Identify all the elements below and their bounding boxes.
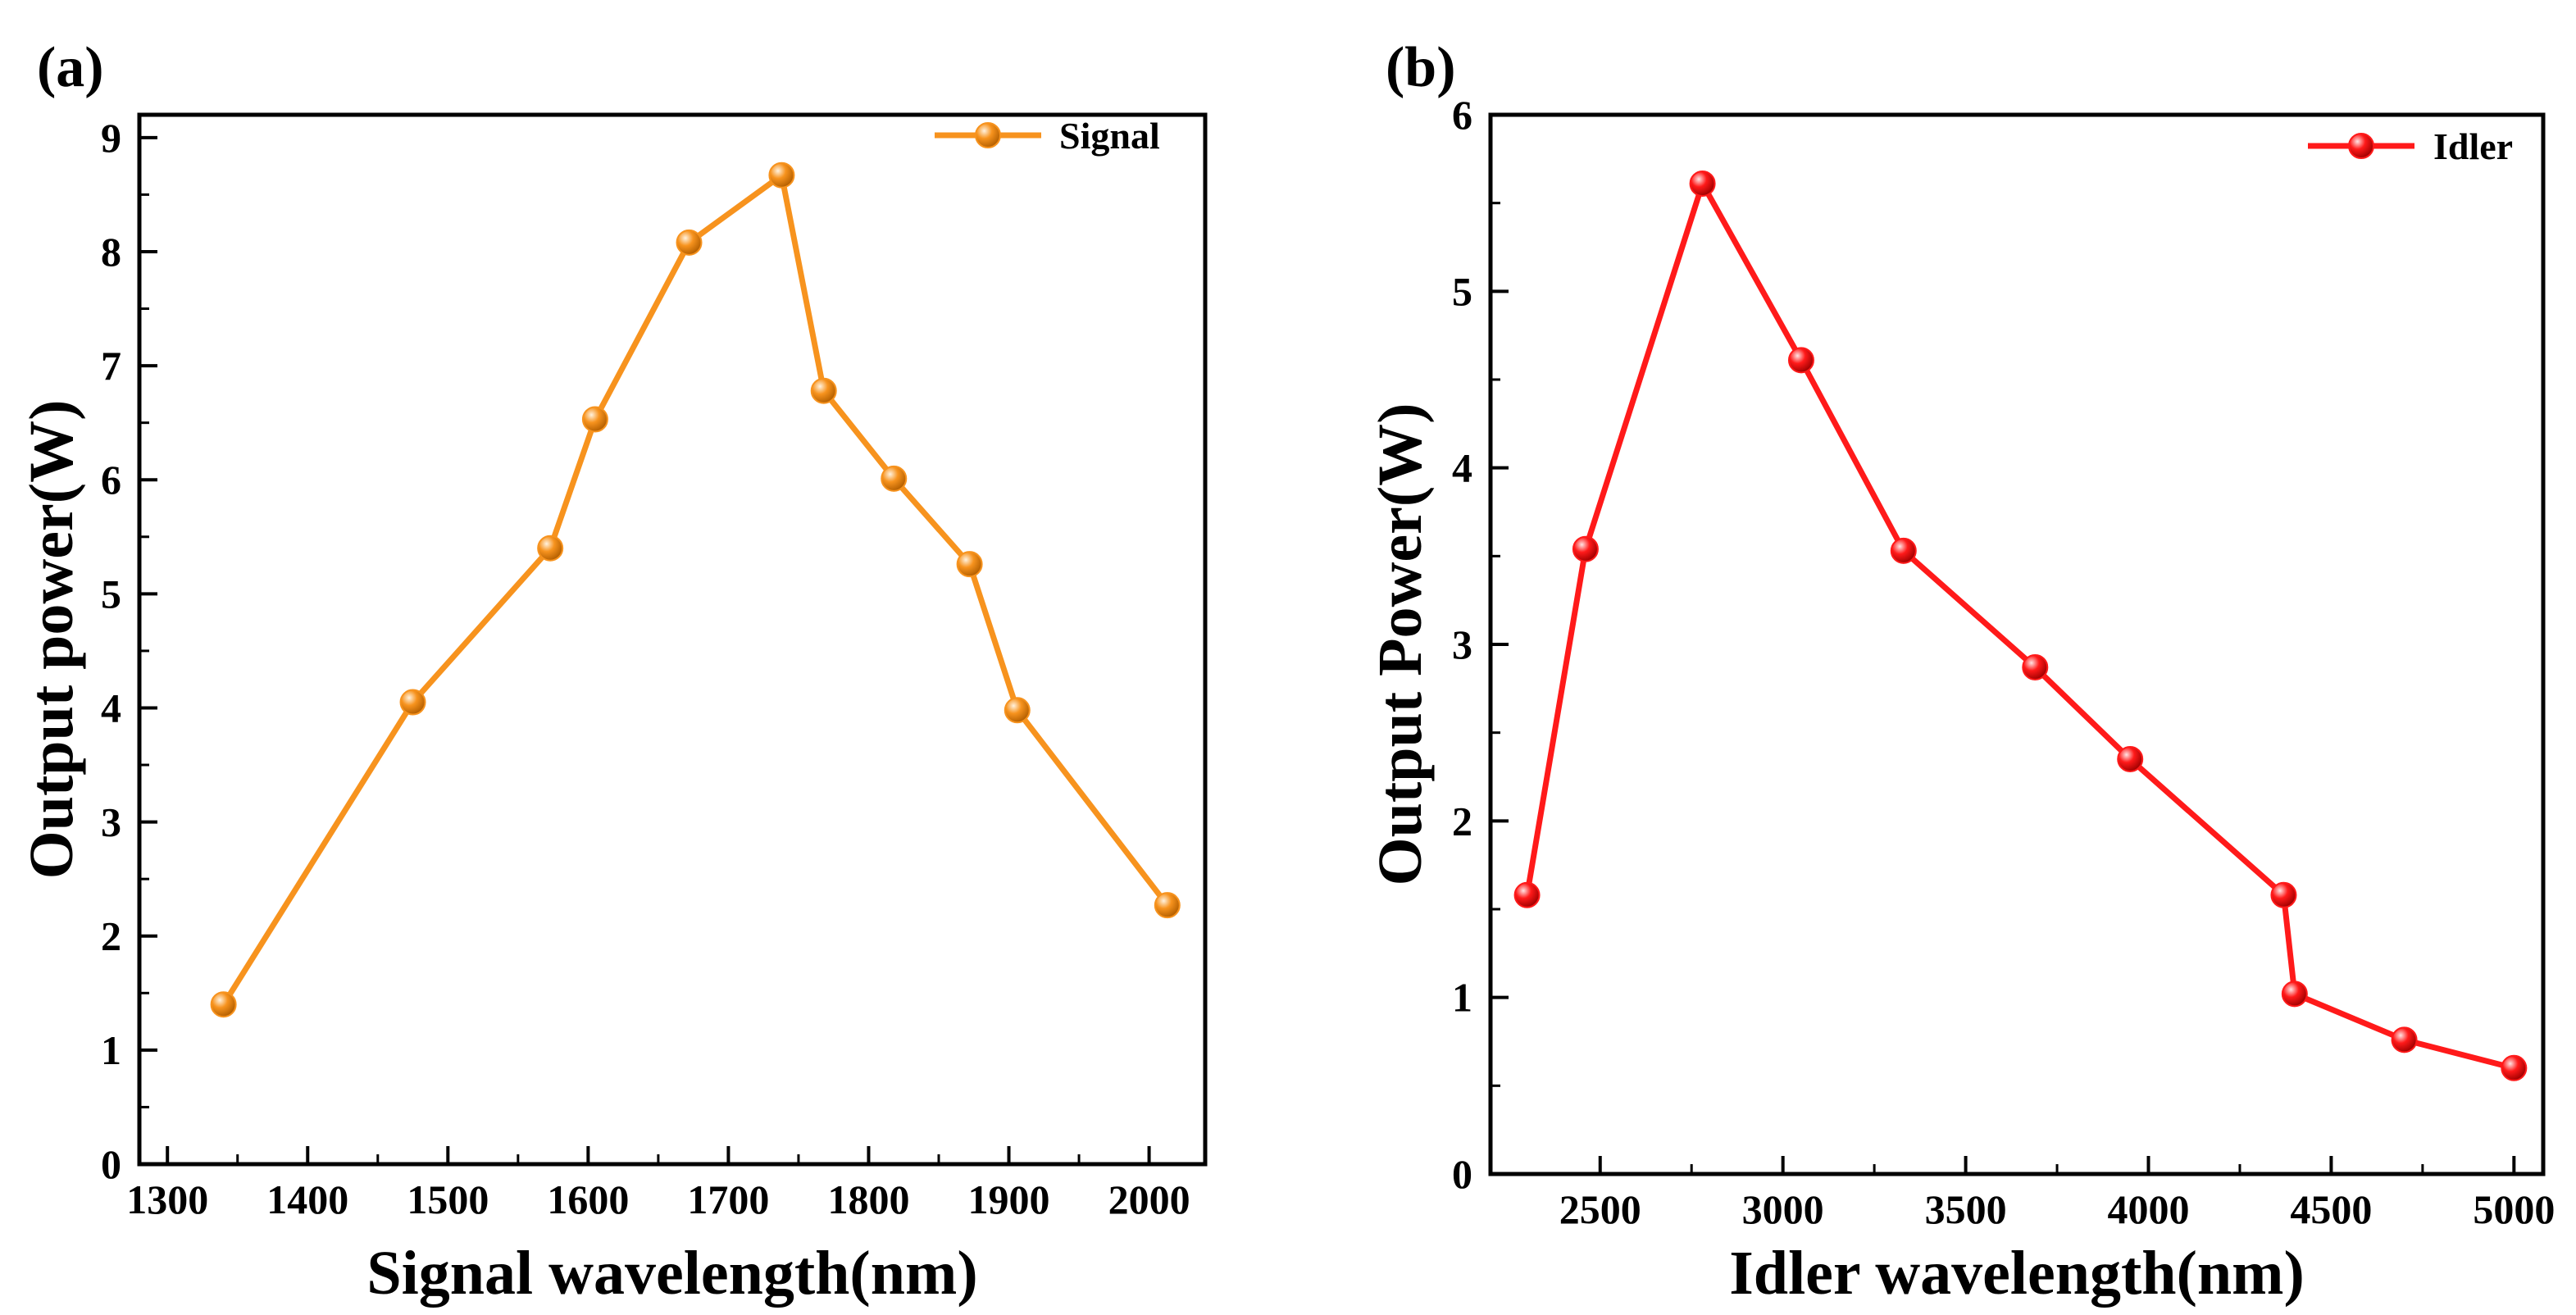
panel-label-signal: (a): [37, 36, 104, 99]
data-point-idler: [1787, 347, 1814, 374]
data-point-idler: [1890, 537, 1917, 564]
data-point-idler: [2281, 981, 2308, 1008]
x-tick-label: 1400: [266, 1176, 348, 1222]
y-tick-label: 0: [1452, 1151, 1472, 1197]
data-point-idler: [2117, 745, 2144, 772]
y-tick-label: 4: [1452, 445, 1472, 491]
y-tick-label: 0: [101, 1141, 121, 1187]
chart-signal: (a) 1300 1400 1500 1600 1700 1800 1900 2000 0 1 2 3 4…: [17, 36, 1208, 1308]
chart-idler: (b) 2500 3000 3500 4000 4500 5000 0 1 2 3 4 5 6 Idler …: [1366, 36, 2555, 1308]
plot-frame-signal: [137, 112, 1208, 1167]
y-tick-label: 6: [101, 457, 121, 503]
data-point-idler: [1689, 170, 1716, 197]
data-point-signal: [810, 377, 837, 404]
data-point-signal: [768, 162, 795, 189]
data-point-idler: [1513, 881, 1541, 908]
series-line-idler: [1524, 180, 2517, 1072]
data-point-signal: [1154, 892, 1181, 919]
legend-idler: Idler: [2308, 125, 2513, 167]
x-tick-label: 3500: [1925, 1186, 2007, 1232]
x-tick-label: 2000: [1108, 1176, 1190, 1222]
x-tick-label: 1300: [126, 1176, 208, 1222]
x-tick-label: 1800: [827, 1176, 909, 1222]
x-tick-label: 4000: [2108, 1186, 2190, 1232]
x-axis-title-idler: Idler wavelength(nm): [1729, 1239, 2305, 1308]
x-tick-label: 4500: [2290, 1186, 2372, 1232]
y-tick-label: 2: [1452, 798, 1472, 844]
y-tick-label: 5: [1452, 268, 1472, 314]
data-point-idler: [2391, 1026, 2418, 1053]
data-point-idler: [2022, 653, 2049, 680]
plot-frame-idler: [1488, 112, 2546, 1176]
data-point-signal: [399, 689, 426, 716]
y-axis-title-idler: Output Power(W): [1366, 403, 1435, 886]
data-point-signal: [210, 991, 237, 1018]
y-tick-label: 9: [101, 115, 121, 161]
x-tick-label: 2500: [1559, 1186, 1641, 1232]
x-axis-title-signal: Signal wavelength(nm): [366, 1239, 977, 1308]
data-point-idler: [1572, 535, 1599, 562]
x-tick-label: 1700: [687, 1176, 769, 1222]
y-tick-label: 1: [101, 1027, 121, 1073]
series-line-signal: [221, 172, 1171, 1008]
x-tick-label: 5000: [2473, 1186, 2555, 1232]
legend-label-idler: Idler: [2433, 125, 2513, 167]
y-tick-label: 3: [101, 799, 121, 845]
x-tick-label: 1600: [547, 1176, 629, 1222]
data-point-signal: [537, 535, 564, 562]
legend-marker-signal: [975, 122, 1001, 148]
y-tick-label: 5: [101, 571, 121, 617]
y-tick-label: 2: [101, 913, 121, 959]
y-tick-label: 6: [1452, 92, 1472, 138]
y-axis-title-signal: Output power(W): [17, 400, 86, 880]
data-point-signal: [676, 229, 703, 256]
legend-label-signal: Signal: [1059, 115, 1160, 157]
x-tick-label: 1900: [968, 1176, 1050, 1222]
panel-label-idler: (b): [1386, 36, 1456, 99]
y-tick-label: 3: [1452, 621, 1472, 667]
data-point-idler: [2501, 1054, 2528, 1081]
x-tick-label: 3000: [1742, 1186, 1824, 1232]
y-tick-label: 1: [1452, 975, 1472, 1021]
y-tick-label: 4: [101, 685, 121, 730]
legend-marker-idler: [2348, 133, 2374, 159]
data-point-idler: [2270, 881, 2297, 908]
legend-signal: Signal: [935, 115, 1160, 157]
data-point-signal: [956, 551, 983, 578]
data-point-signal: [881, 465, 908, 492]
data-point-signal: [1004, 697, 1031, 724]
y-tick-label: 7: [101, 343, 121, 389]
x-tick-label: 1500: [407, 1176, 489, 1222]
y-tick-label: 8: [101, 229, 121, 275]
data-point-signal: [581, 406, 608, 433]
